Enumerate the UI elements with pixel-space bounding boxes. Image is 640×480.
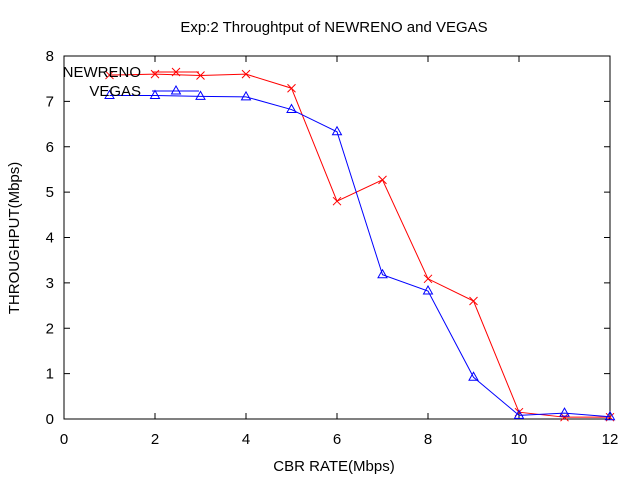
y-tick-label: 7: [46, 93, 54, 110]
data-point-vegas: [240, 90, 252, 101]
data-point-newreno: [150, 69, 160, 79]
data-point-vegas: [286, 103, 297, 114]
data-point-newreno: [332, 196, 342, 206]
legend-marker-vegas: [170, 84, 182, 95]
y-tick-label: 2: [46, 320, 54, 337]
y-axis: 0 1 2 3 4 5 6 7 8: [46, 48, 610, 428]
data-point-newreno: [287, 83, 296, 93]
y-tick-label: 6: [46, 139, 54, 156]
data-point-vegas: [604, 410, 616, 421]
data-point-vegas: [195, 90, 206, 100]
y-tick-label: 1: [46, 366, 54, 383]
data-point-newreno: [560, 412, 569, 422]
data-point-vegas: [331, 125, 343, 136]
y-tick-label: 5: [46, 184, 54, 201]
x-tick-label: 10: [511, 431, 528, 448]
legend-marker-newreno: [171, 67, 181, 77]
x-axis-label: CBR RATE(Mbps): [273, 458, 394, 475]
data-point-newreno: [196, 71, 205, 80]
data-point-vegas: [513, 409, 525, 419]
data-point-vegas: [149, 89, 161, 99]
data-point-newreno: [423, 274, 433, 284]
chart-title: Exp:2 Throughtput of NEWRENO and VEGAS: [180, 19, 487, 36]
series-line-newreno: [109, 73, 610, 418]
x-tick-label: 8: [424, 431, 432, 448]
x-tick-label: 12: [602, 431, 619, 448]
data-point-vegas: [377, 268, 388, 279]
y-axis-label: THROUGHPUT(Mbps): [6, 162, 23, 315]
x-axis: 0 2 4 6 8 10 12: [60, 56, 619, 448]
y-tick-label: 8: [46, 48, 54, 65]
y-tick-label: 4: [46, 230, 54, 247]
legend: NEWRENO VEGAS: [63, 64, 199, 100]
plot-frame: [63, 55, 611, 420]
data-point-newreno: [378, 175, 387, 185]
data-point-newreno: [105, 70, 114, 80]
legend-label-vegas: VEGAS: [89, 83, 141, 100]
x-tick-label: 6: [333, 431, 341, 448]
y-tick-label: 3: [46, 275, 54, 292]
data-point-vegas: [104, 89, 115, 99]
data-point-newreno: [241, 69, 251, 79]
data-point-vegas: [468, 371, 479, 381]
series-line-vegas: [109, 94, 611, 418]
x-tick-label: 2: [151, 431, 159, 448]
legend-label-newreno: NEWRENO: [63, 64, 141, 81]
data-point-vegas: [422, 285, 434, 295]
data-point-vegas: [559, 407, 570, 417]
y-tick-label: 0: [46, 411, 54, 428]
data-point-newreno: [469, 296, 478, 306]
x-tick-label: 0: [60, 431, 68, 448]
series-group: [104, 69, 616, 422]
x-tick-label: 4: [242, 431, 250, 448]
